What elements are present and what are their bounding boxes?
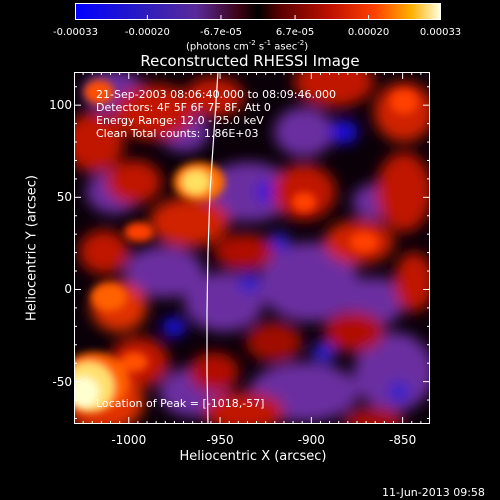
x-axis-label: Heliocentric X (arcsec)	[179, 449, 327, 464]
info-peak: Location of Peak = [-1018,-57]	[96, 397, 265, 410]
x-tick-label: -900	[297, 433, 325, 447]
x-tick-label: -1000	[111, 433, 147, 447]
colorbar-tick-label: 0.00033	[419, 27, 462, 38]
y-tick-label: -50	[52, 374, 72, 389]
colorbar-tick-label: 6.7e-05	[275, 27, 315, 38]
colorbar-tick-label: -6.7e-05	[199, 27, 242, 38]
y-axis-label: Heliocentric Y (arcsec)	[24, 175, 40, 321]
colorbar-unit-end: asec	[271, 41, 298, 53]
colorbar	[75, 3, 441, 20]
info-detectors: Detectors: 4F 5F 6F 7F 8F, Att 0	[96, 101, 271, 114]
colorbar-unit: (photons cm-2 s-1 asec-2)	[186, 40, 308, 52]
info-clean: Clean Total counts: 1.86E+03	[96, 127, 259, 140]
plot-title: Reconstructed RHESSI Image	[140, 52, 360, 70]
x-tick-label: -850	[388, 433, 417, 447]
info-time: 21-Sep-2003 08:06:40.000 to 08:09:46.000	[96, 88, 336, 101]
colorbar-unit-close: )	[304, 41, 309, 53]
y-tick-label: 50	[56, 190, 72, 205]
image-plot	[74, 72, 430, 424]
colorbar-unit-exp2: -1	[264, 39, 272, 47]
x-tick-label: -950	[206, 433, 234, 447]
y-tick-label: 100	[49, 98, 72, 113]
colorbar-unit-exp3: -2	[297, 39, 305, 47]
colorbar-tick-label: -0.00020	[124, 27, 170, 38]
colorbar-unit-text: (photons cm	[186, 41, 249, 53]
footer-date: 11-Jun-2013 09:58	[382, 486, 485, 499]
colorbar-tick-label: -0.00033	[53, 27, 98, 38]
y-tick-label: 0	[64, 282, 72, 297]
info-energy: Energy Range: 12.0 - 25.0 keV	[96, 114, 264, 127]
colorbar-unit-exp1: -2	[248, 39, 256, 47]
colorbar-tick-label: 0.00020	[347, 27, 390, 38]
solar-limb-line	[206, 72, 219, 424]
colorbar-unit-mid: s	[255, 41, 265, 53]
